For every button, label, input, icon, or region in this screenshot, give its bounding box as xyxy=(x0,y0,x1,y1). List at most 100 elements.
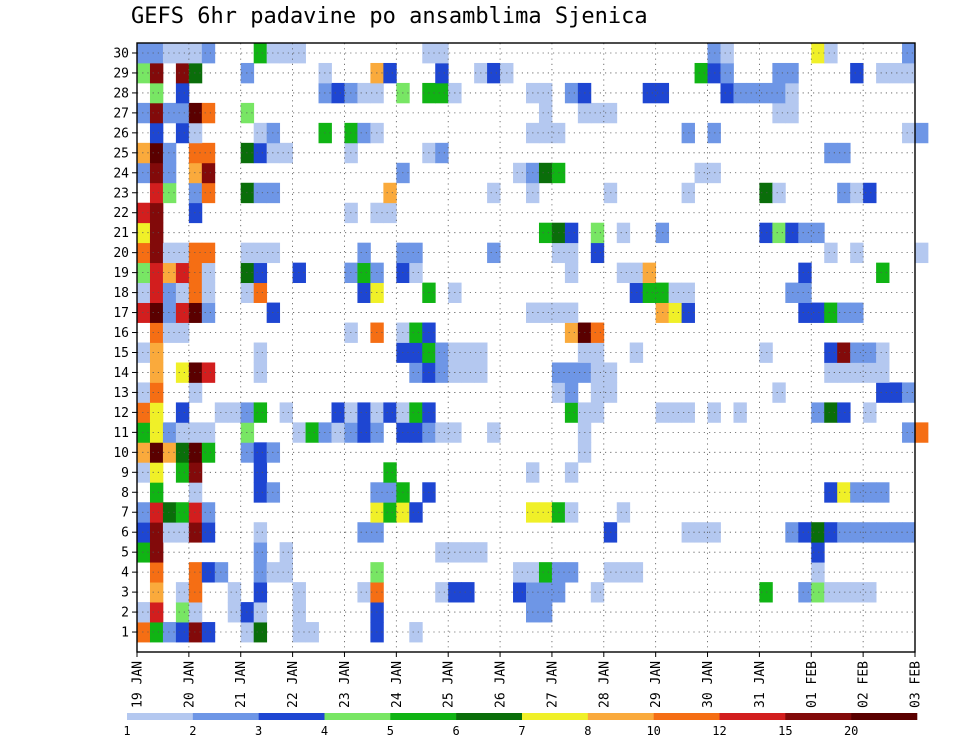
heatmap-cell xyxy=(253,43,268,64)
heatmap-cell xyxy=(149,102,164,124)
heatmap-cell xyxy=(201,562,216,583)
heatmap-cell xyxy=(188,582,203,603)
y-tick-label: 9 xyxy=(121,466,129,481)
heatmap-cell xyxy=(201,522,216,543)
heatmap-cell xyxy=(863,522,877,543)
y-tick-label: 25 xyxy=(113,146,129,161)
heatmap-cell xyxy=(850,582,864,603)
heatmap-cell xyxy=(642,82,657,104)
heatmap-cell xyxy=(564,362,579,383)
heatmap-cell xyxy=(175,282,190,303)
legend-swatch xyxy=(127,713,194,720)
legend-label: 6 xyxy=(453,724,460,738)
heatmap-cell xyxy=(253,402,268,423)
heatmap-cell xyxy=(876,382,890,403)
legend-label: 7 xyxy=(518,724,525,738)
heatmap-cell xyxy=(435,142,449,164)
legend-label: 2 xyxy=(189,724,196,738)
heatmap-cell xyxy=(538,582,553,603)
legend-swatch xyxy=(522,713,589,720)
y-tick-label: 10 xyxy=(113,446,129,461)
y-tick-label: 27 xyxy=(113,106,129,121)
heatmap-cell xyxy=(137,402,151,423)
heatmap-cell xyxy=(240,442,255,463)
heatmap-cell xyxy=(188,622,203,643)
heatmap-cell xyxy=(137,142,151,164)
x-tick-label: 21 JAN xyxy=(234,661,249,708)
x-tick-label: 20 JAN xyxy=(182,661,197,708)
heatmap-cell xyxy=(409,262,423,284)
heatmap-cell xyxy=(137,242,151,264)
heatmap-cell xyxy=(487,422,501,443)
y-tick-label: 14 xyxy=(113,366,129,381)
heatmap-cell xyxy=(149,82,164,104)
heatmap-cell xyxy=(240,402,255,423)
heatmap-cell xyxy=(668,302,682,323)
y-tick-label: 12 xyxy=(113,406,129,421)
heatmap-cell xyxy=(733,82,747,104)
heatmap-cell xyxy=(863,402,877,423)
heatmap-cell xyxy=(188,122,203,144)
heatmap-cell xyxy=(759,222,773,244)
heatmap-cell xyxy=(824,362,838,383)
heatmap-cell xyxy=(201,142,216,164)
heatmap-cell xyxy=(850,522,864,543)
legend-swatch xyxy=(653,713,720,720)
heatmap-cell xyxy=(201,102,216,124)
heatmap-cell xyxy=(409,362,423,383)
heatmap-cell xyxy=(188,282,203,303)
heatmap-cell xyxy=(188,302,203,323)
legend-label: 5 xyxy=(387,724,394,738)
heatmap-cell xyxy=(798,582,812,603)
heatmap-cell xyxy=(759,182,773,204)
heatmap-cell xyxy=(759,82,773,104)
heatmap-cell xyxy=(175,43,190,64)
heatmap-cell xyxy=(538,562,553,583)
heatmap-cell xyxy=(837,582,851,603)
heatmap-cell xyxy=(564,562,579,583)
heatmap-cell xyxy=(175,122,190,144)
heatmap-cell xyxy=(149,342,164,363)
heatmap-cell xyxy=(240,602,255,623)
legend-label: 1 xyxy=(123,724,130,738)
heatmap-cell xyxy=(902,62,916,84)
heatmap-cell xyxy=(137,522,151,543)
heatmap-cell xyxy=(175,622,190,643)
x-tick-label: 24 JAN xyxy=(390,661,405,708)
heatmap-cell xyxy=(253,602,268,623)
heatmap-cell xyxy=(253,482,268,503)
heatmap-cell xyxy=(149,282,164,303)
heatmap-cell xyxy=(461,342,475,363)
heatmap-cell xyxy=(175,582,190,603)
heatmap-cell xyxy=(188,522,203,543)
heatmap-cell xyxy=(759,582,773,603)
heatmap-cell xyxy=(201,242,216,264)
legend-swatch xyxy=(258,713,325,720)
heatmap-cell xyxy=(253,462,268,483)
heatmap-cell xyxy=(564,222,579,244)
x-tick-label: 26 JAN xyxy=(494,661,509,708)
heatmap-cell xyxy=(409,322,423,343)
heatmap-cell xyxy=(149,462,164,483)
heatmap-cell xyxy=(590,222,605,244)
heatmap-cell xyxy=(538,162,553,184)
heatmap-cell xyxy=(240,62,255,84)
heatmap-cell xyxy=(798,522,812,543)
y-tick-label: 20 xyxy=(113,246,129,261)
legend-swatch xyxy=(192,713,259,720)
heatmap-cell xyxy=(149,43,164,64)
y-tick-label: 15 xyxy=(113,346,129,361)
heatmap-cell xyxy=(137,282,151,303)
x-tick-label: 30 JAN xyxy=(701,661,716,708)
y-tick-label: 28 xyxy=(113,86,129,101)
heatmap-cell xyxy=(564,462,579,483)
heatmap-cell xyxy=(201,362,216,383)
heatmap-cell xyxy=(162,262,177,284)
heatmap-cell xyxy=(149,422,164,443)
heatmap-cell xyxy=(188,43,203,64)
heatmap-cell xyxy=(149,122,164,144)
heatmap-cell xyxy=(785,82,799,104)
heatmap-cell xyxy=(175,102,190,124)
heatmap-cell xyxy=(590,362,605,383)
heatmap-cell xyxy=(137,602,151,623)
